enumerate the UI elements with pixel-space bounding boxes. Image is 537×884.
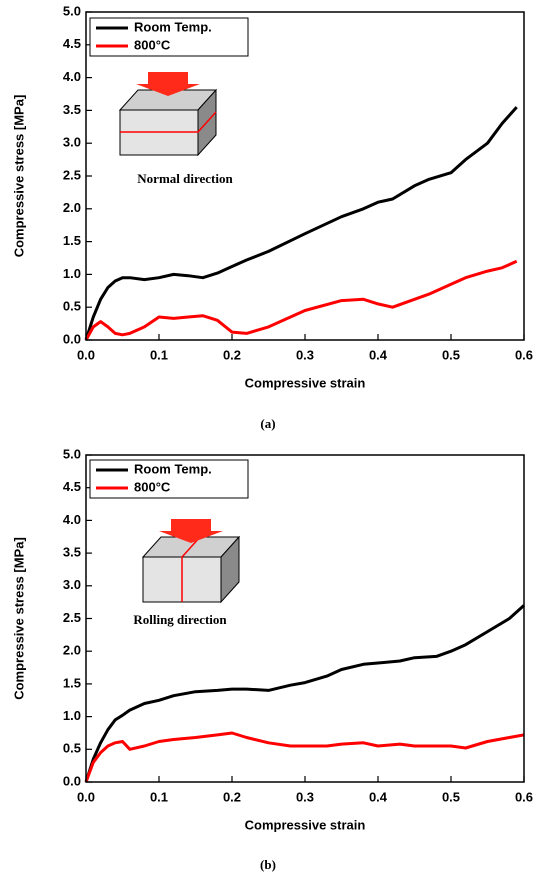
legend-box xyxy=(89,459,249,499)
y-tick-label: 0.0 xyxy=(63,773,81,788)
y-tick-label: 4.5 xyxy=(63,479,81,494)
y-tick-label: 2.5 xyxy=(63,167,81,182)
x-tick-label: 0.4 xyxy=(369,347,388,362)
y-tick-label: 0.5 xyxy=(63,741,81,756)
legend-label: Room Temp. xyxy=(134,19,212,34)
legend-label: Room Temp. xyxy=(134,461,212,476)
x-tick-label: 0.5 xyxy=(442,347,460,362)
annotation: Normal direction xyxy=(137,171,233,186)
x-tick-label: 0.5 xyxy=(442,789,460,804)
y-axis-label: Compressive stress [MPa] xyxy=(11,95,26,258)
subplot-label: (a) xyxy=(260,416,275,431)
y-tick-label: 3.0 xyxy=(63,135,81,150)
y-tick-label: 5.0 xyxy=(63,3,81,18)
data-line xyxy=(84,731,525,783)
x-tick-label: 0.6 xyxy=(515,347,533,362)
x-tick-label: 0.4 xyxy=(369,789,388,804)
x-tick-label: 0.6 xyxy=(515,789,533,804)
y-tick-label: 3.5 xyxy=(63,545,81,560)
x-tick-label: 0.2 xyxy=(223,347,241,362)
legend-box xyxy=(89,17,249,57)
legend-label: 800°C xyxy=(134,479,171,494)
y-tick-label: 2.0 xyxy=(63,200,81,215)
y-tick-label: 4.5 xyxy=(63,36,81,51)
x-tick-label: 0.2 xyxy=(223,789,241,804)
legend-label: 800°C xyxy=(134,37,171,52)
y-tick-label: 3.5 xyxy=(63,102,81,117)
data-line xyxy=(84,106,518,341)
x-tick-label: 0.3 xyxy=(296,789,314,804)
y-tick-label: 5.0 xyxy=(63,446,81,461)
y-tick-label: 2.5 xyxy=(63,610,81,625)
y-tick-label: 3.0 xyxy=(63,577,81,592)
annotation: Rolling direction xyxy=(133,612,227,627)
cube-icon xyxy=(141,519,241,604)
data-line xyxy=(84,604,526,783)
cube-icon xyxy=(118,72,218,157)
y-tick-label: 4.0 xyxy=(63,512,81,527)
y-tick-label: 1.0 xyxy=(63,266,81,281)
x-tick-label: 0.3 xyxy=(296,347,314,362)
x-tick-label: 0.0 xyxy=(77,789,95,804)
y-tick-label: 1.5 xyxy=(63,675,81,690)
y-axis-label: Compressive stress [MPa] xyxy=(11,537,26,700)
y-tick-label: 4.0 xyxy=(63,69,81,84)
y-tick-label: 0.0 xyxy=(63,331,81,346)
x-tick-label: 0.0 xyxy=(77,347,95,362)
subplot-label: (b) xyxy=(260,857,276,872)
y-tick-label: 1.5 xyxy=(63,233,81,248)
y-tick-label: 1.0 xyxy=(63,708,81,723)
x-axis-label: Compressive strain xyxy=(245,817,366,832)
y-tick-label: 2.0 xyxy=(63,643,81,658)
x-tick-label: 0.1 xyxy=(150,789,168,804)
y-tick-label: 0.5 xyxy=(63,299,81,314)
data-line xyxy=(84,259,518,341)
x-axis-label: Compressive strain xyxy=(245,375,366,390)
x-tick-label: 0.1 xyxy=(150,347,168,362)
